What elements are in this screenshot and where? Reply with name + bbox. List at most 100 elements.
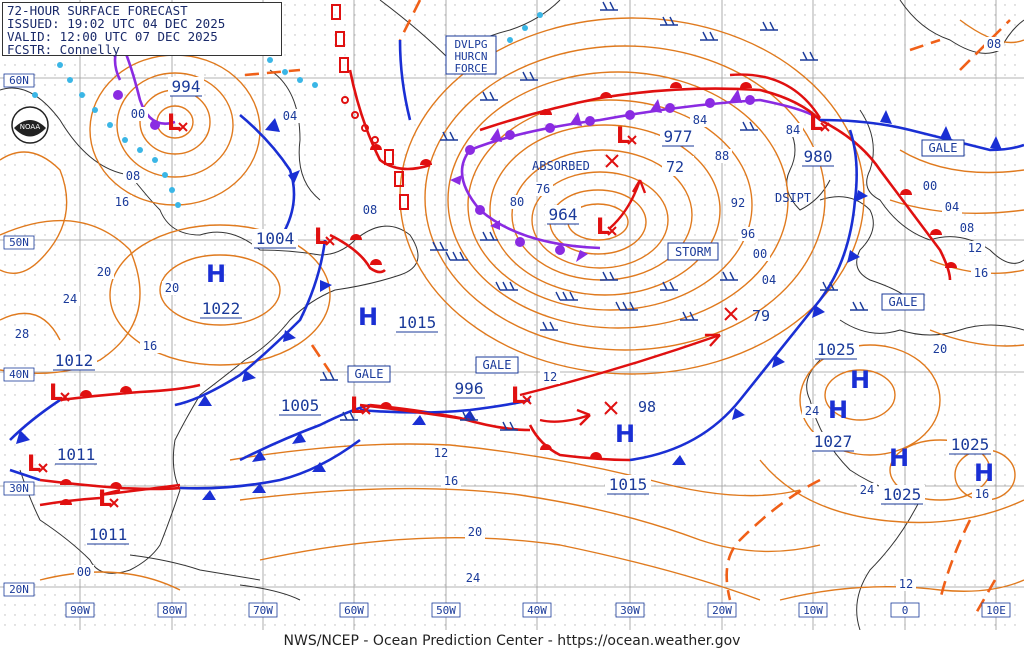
- svg-text:79: 79: [752, 307, 770, 325]
- high-pressure: 1015: [609, 475, 648, 494]
- header-valid: VALID: 12:00 UTC 07 DEC 2025: [7, 29, 218, 44]
- isobar-label: 76: [536, 182, 550, 196]
- warning-storm: STORM: [667, 242, 719, 261]
- lon-label: 20W: [712, 604, 732, 617]
- warning-dvlpg-line-3: FORCE: [454, 62, 487, 75]
- position-marker-98: 98: [604, 398, 656, 416]
- position-marker-72: 72: [605, 154, 694, 176]
- low-center: L 1005: [277, 394, 371, 419]
- isobar-label: 20: [933, 342, 947, 356]
- troughs: [244, 0, 1011, 616]
- isobar-label: 00: [923, 179, 937, 193]
- isobar-label: 16: [975, 487, 989, 501]
- low-pressure: 1011: [57, 445, 96, 464]
- low-pressure: 994: [172, 77, 201, 96]
- svg-text:GALE: GALE: [483, 358, 512, 372]
- low-center: L 977: [616, 124, 696, 149]
- isobar-label: 12: [543, 370, 557, 384]
- isobar-label: 08: [960, 221, 974, 235]
- cold-fronts: [9, 39, 1024, 490]
- low-letter: L: [49, 381, 63, 406]
- high-pressure: 1025: [817, 340, 856, 359]
- low-pressure: 1005: [281, 396, 320, 415]
- lon-label: 60W: [344, 604, 364, 617]
- isobar-label: 84: [693, 113, 707, 127]
- header-forecaster: FCSTR: Connelly: [7, 42, 120, 57]
- warning-gale-2: GALE: [881, 293, 925, 311]
- high-pressure: 1025: [951, 435, 990, 454]
- isobar-label: 24: [860, 483, 874, 497]
- low-letter: L: [616, 124, 630, 149]
- high-letter: H: [206, 260, 226, 288]
- low-letter: L: [98, 487, 112, 512]
- lat-label: 40N: [9, 368, 29, 381]
- label-absorbed: ABSORBED: [532, 159, 590, 173]
- longitude-labels: 90W 80W 70W 60W 50W 40W 30W 20W 10W 0 10E: [65, 602, 1011, 618]
- lon-label: 10W: [803, 604, 823, 617]
- latitude-labels: 60N 50N 40N 30N 20N: [3, 73, 35, 597]
- low-center: L 964: [545, 205, 617, 240]
- high-pressure: 1022: [202, 299, 241, 318]
- surface-analysis-map: NOAA 60N 50N 40N 30N 20N 90W 80W 70W 60W 50W 40W 3…: [0, 0, 1024, 630]
- high-letter: H: [358, 303, 378, 331]
- low-letter: L: [27, 452, 41, 477]
- lon-label: 40W: [527, 604, 547, 617]
- warning-dvlpg-line-1: DVLPG: [454, 38, 487, 51]
- svg-text:72: 72: [666, 158, 684, 176]
- isobar-label: 20: [165, 281, 179, 295]
- low-pressure: 996: [455, 379, 484, 398]
- svg-text:GALE: GALE: [355, 367, 384, 381]
- isobar-label: 88: [715, 149, 729, 163]
- occluded-symbols: [113, 89, 755, 262]
- wind-barbs: [320, 1, 868, 431]
- position-marker-79: 79: [724, 307, 770, 325]
- isobar-label: 16: [115, 195, 129, 209]
- low-letter: L: [511, 384, 525, 409]
- svg-text:STORM: STORM: [675, 245, 711, 259]
- low-letter: L: [314, 225, 328, 250]
- high-centers: H 1022 H 1015 H 1015 H 1025 H 1027 H 1025 H 1025: [198, 260, 994, 505]
- isobar-label: 92: [731, 196, 745, 210]
- isobar-label: 20: [97, 265, 111, 279]
- low-letter: L: [596, 215, 610, 240]
- ice-edge: [22, 12, 543, 208]
- low-center: L 994: [167, 77, 204, 136]
- header-issued: ISSUED: 19:02 UTC 04 DEC 2025: [7, 16, 226, 31]
- low-pressure: 1004: [256, 229, 295, 248]
- lon-label: 80W: [162, 604, 182, 617]
- isobar-label: 08: [126, 169, 140, 183]
- svg-text:GALE: GALE: [929, 141, 958, 155]
- low-pressure: 1011: [89, 525, 128, 544]
- high-center: H 1015: [605, 420, 651, 495]
- isobar-label: 04: [762, 273, 776, 287]
- lon-label: 30W: [620, 604, 640, 617]
- high-center: H 1015: [358, 303, 440, 333]
- isobar-label: 16: [974, 266, 988, 280]
- isobar-label: 20: [468, 525, 482, 539]
- isobar-label: 16: [444, 474, 458, 488]
- stationary-front: [331, 4, 409, 210]
- lon-label: 50W: [436, 604, 456, 617]
- isobar-label: 08: [363, 203, 377, 217]
- lon-label: 90W: [70, 604, 90, 617]
- lon-label: 10E: [986, 604, 1006, 617]
- header-title: 72-HOUR SURFACE FORECAST: [7, 3, 188, 18]
- lon-label: 0: [902, 604, 909, 617]
- isobar-label: 16: [143, 339, 157, 353]
- warning-gale-1: GALE: [921, 139, 965, 157]
- isobar-label: 24: [466, 571, 480, 585]
- isobar-label: 08: [987, 37, 1001, 51]
- isobar-label: 12: [434, 446, 448, 460]
- storm-tracks: [99, 73, 822, 497]
- high-pressure: 1025: [883, 485, 922, 504]
- warning-dvlpg: DVLPG HURCN FORCE: [445, 35, 497, 75]
- lat-label: 50N: [9, 236, 29, 249]
- svg-text:GALE: GALE: [889, 295, 918, 309]
- label-dsipt: DSIPT: [775, 191, 811, 205]
- lat-label: 30N: [9, 482, 29, 495]
- high-letter: H: [889, 444, 909, 472]
- warm-symbols: [60, 82, 957, 505]
- isobar-label: 00: [753, 247, 767, 261]
- high-pressure: 1015: [398, 313, 437, 332]
- high-letter: H: [974, 459, 994, 487]
